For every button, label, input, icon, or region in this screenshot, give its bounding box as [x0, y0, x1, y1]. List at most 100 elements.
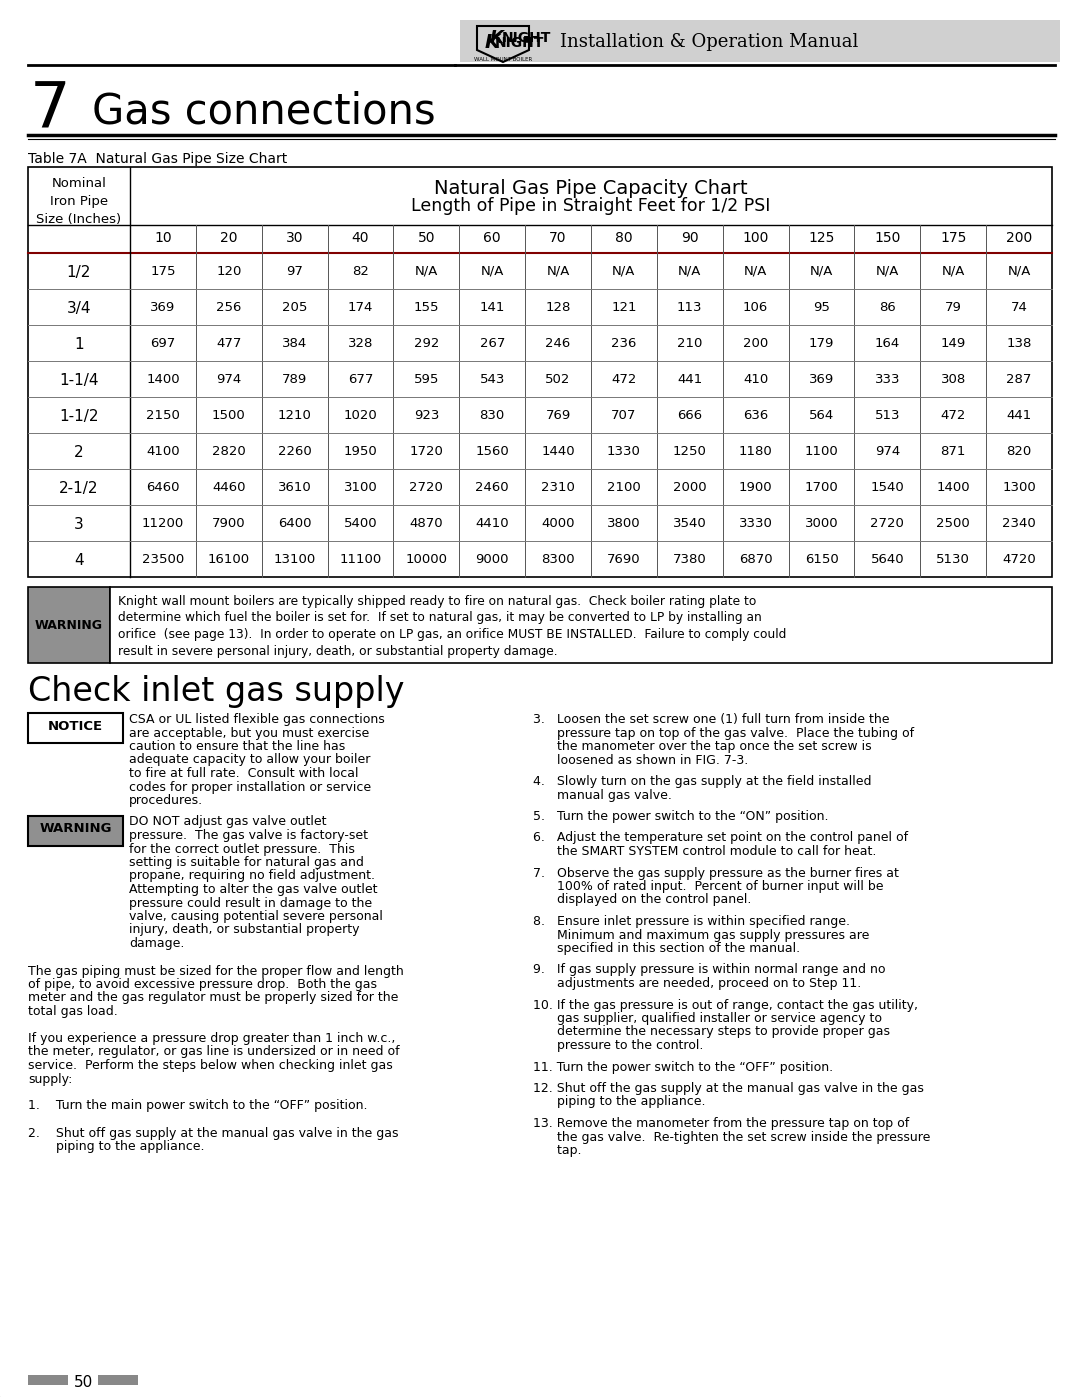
Text: 974: 974: [216, 373, 242, 386]
Text: 2: 2: [75, 446, 84, 460]
Text: 10: 10: [154, 231, 172, 244]
Bar: [28, 816, 123, 845]
Text: 175: 175: [940, 231, 967, 244]
Text: 11100: 11100: [339, 553, 381, 566]
Text: 149: 149: [941, 337, 966, 351]
Text: 3100: 3100: [343, 481, 377, 495]
Text: 179: 179: [809, 337, 834, 351]
Text: 2.    Shut off gas supply at the manual gas valve in the gas: 2. Shut off gas supply at the manual gas…: [28, 1126, 399, 1140]
Text: propane, requiring no field adjustment.: propane, requiring no field adjustment.: [129, 869, 375, 883]
Text: 677: 677: [348, 373, 374, 386]
Text: 697: 697: [150, 337, 176, 351]
Text: NOTICE: NOTICE: [48, 719, 103, 733]
Text: 11. Turn the power switch to the “OFF” position.: 11. Turn the power switch to the “OFF” p…: [534, 1060, 833, 1073]
Text: 830: 830: [480, 409, 504, 422]
Text: 3/4: 3/4: [67, 300, 91, 316]
Text: supply:: supply:: [28, 1073, 72, 1085]
Text: NIGHT: NIGHT: [495, 36, 544, 50]
Bar: [28, 225, 1052, 253]
Bar: [28, 587, 110, 664]
Text: 1: 1: [75, 337, 84, 352]
Text: 384: 384: [282, 337, 308, 351]
Text: 236: 236: [611, 337, 636, 351]
Text: 200: 200: [743, 337, 768, 351]
Text: 2720: 2720: [870, 517, 904, 529]
Text: N/A: N/A: [876, 265, 899, 278]
Text: 923: 923: [414, 409, 440, 422]
Text: 2820: 2820: [212, 446, 245, 458]
Text: 8.   Ensure inlet pressure is within specified range.: 8. Ensure inlet pressure is within speci…: [534, 915, 850, 928]
Text: 205: 205: [282, 300, 308, 314]
Text: 7: 7: [30, 80, 71, 142]
Text: Check inlet gas supply: Check inlet gas supply: [28, 675, 405, 708]
Text: 2340: 2340: [1002, 517, 1036, 529]
Text: 1400: 1400: [146, 373, 179, 386]
Text: 113: 113: [677, 300, 702, 314]
Text: 513: 513: [875, 409, 900, 422]
Text: Table 7A  Natural Gas Pipe Size Chart: Table 7A Natural Gas Pipe Size Chart: [28, 152, 287, 166]
Text: 636: 636: [743, 409, 768, 422]
Text: 2-1/2: 2-1/2: [59, 481, 98, 496]
Text: N/A: N/A: [612, 265, 636, 278]
Text: 6460: 6460: [146, 481, 179, 495]
Text: If you experience a pressure drop greater than 1 inch w.c.,: If you experience a pressure drop greate…: [28, 1032, 395, 1045]
Text: 1-1/2: 1-1/2: [59, 409, 98, 425]
Text: 3540: 3540: [673, 517, 706, 529]
Text: 50: 50: [418, 231, 435, 244]
Text: 3.   Loosen the set screw one (1) full turn from inside the: 3. Loosen the set screw one (1) full tur…: [534, 712, 890, 726]
Text: 60: 60: [484, 231, 501, 244]
Text: 1700: 1700: [805, 481, 838, 495]
Text: 128: 128: [545, 300, 570, 314]
Text: 1540: 1540: [870, 481, 904, 495]
Text: 175: 175: [150, 265, 176, 278]
Text: Nominal
Iron Pipe
Size (Inches): Nominal Iron Pipe Size (Inches): [37, 177, 122, 226]
Text: 1.    Turn the main power switch to the “OFF” position.: 1. Turn the main power switch to the “OF…: [28, 1099, 367, 1112]
Text: 6.   Adjust the temperature set point on the control panel of: 6. Adjust the temperature set point on t…: [534, 831, 908, 845]
Text: 3800: 3800: [607, 517, 640, 529]
Text: for the correct outlet pressure.  This: for the correct outlet pressure. This: [129, 842, 355, 855]
Text: 1300: 1300: [1002, 481, 1036, 495]
Text: total gas load.: total gas load.: [28, 1004, 118, 1018]
Text: 2460: 2460: [475, 481, 509, 495]
Text: 155: 155: [414, 300, 440, 314]
Bar: [460, 20, 1059, 61]
Text: procedures.: procedures.: [129, 793, 203, 807]
Text: determine the necessary steps to provide proper gas: determine the necessary steps to provide…: [534, 1025, 890, 1038]
Text: 2500: 2500: [936, 517, 970, 529]
Text: 4: 4: [75, 553, 84, 569]
Text: 1020: 1020: [343, 409, 377, 422]
Text: 1440: 1440: [541, 446, 575, 458]
Text: pressure tap on top of the gas valve.  Place the tubing of: pressure tap on top of the gas valve. Pl…: [534, 726, 914, 739]
Text: K: K: [490, 29, 504, 47]
Text: Minimum and maximum gas supply pressures are: Minimum and maximum gas supply pressures…: [534, 929, 869, 942]
Text: 6150: 6150: [805, 553, 838, 566]
Text: 86: 86: [879, 300, 895, 314]
Text: 308: 308: [941, 373, 966, 386]
Text: 106: 106: [743, 300, 768, 314]
Text: 2260: 2260: [278, 446, 311, 458]
Text: gas supplier, qualified installer or service agency to: gas supplier, qualified installer or ser…: [534, 1011, 882, 1025]
Text: 974: 974: [875, 446, 900, 458]
Text: 80: 80: [616, 231, 633, 244]
Text: DO NOT adjust gas valve outlet: DO NOT adjust gas valve outlet: [129, 816, 326, 828]
Text: 5400: 5400: [343, 517, 377, 529]
Text: 3330: 3330: [739, 517, 772, 529]
Text: 2000: 2000: [673, 481, 706, 495]
Text: 100: 100: [742, 231, 769, 244]
Text: 1180: 1180: [739, 446, 772, 458]
Text: 820: 820: [1007, 446, 1031, 458]
Text: pressure to the control.: pressure to the control.: [534, 1039, 703, 1052]
Text: the manometer over the tap once the set screw is: the manometer over the tap once the set …: [534, 740, 872, 753]
Text: 4720: 4720: [1002, 553, 1036, 566]
Text: 70: 70: [550, 231, 567, 244]
Text: 7690: 7690: [607, 553, 640, 566]
Text: 1/2: 1/2: [67, 265, 91, 279]
Text: N/A: N/A: [415, 265, 438, 278]
Text: N/A: N/A: [810, 265, 833, 278]
Bar: [110, 587, 1052, 664]
Text: 789: 789: [282, 373, 308, 386]
Text: 11200: 11200: [141, 517, 184, 529]
Text: 1950: 1950: [343, 446, 377, 458]
Text: pressure could result in damage to the: pressure could result in damage to the: [129, 897, 373, 909]
Text: orifice  (see page 13).  In order to operate on LP gas, an orifice MUST BE INSTA: orifice (see page 13). In order to opera…: [118, 629, 786, 641]
